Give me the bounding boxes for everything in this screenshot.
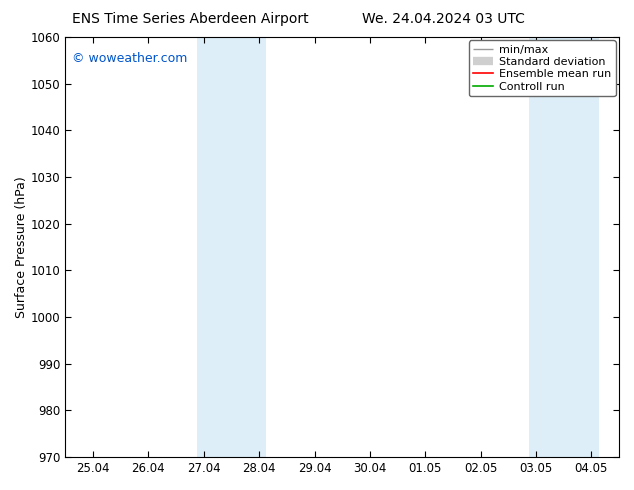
- Y-axis label: Surface Pressure (hPa): Surface Pressure (hPa): [15, 176, 28, 318]
- Bar: [197, 37, 266, 457]
- Text: © woweather.com: © woweather.com: [72, 52, 188, 65]
- Text: ENS Time Series Aberdeen Airport: ENS Time Series Aberdeen Airport: [72, 12, 309, 26]
- Legend: min/max, Standard deviation, Ensemble mean run, Controll run: min/max, Standard deviation, Ensemble me…: [469, 41, 616, 96]
- Bar: [529, 37, 598, 457]
- Text: We. 24.04.2024 03 UTC: We. 24.04.2024 03 UTC: [363, 12, 525, 26]
